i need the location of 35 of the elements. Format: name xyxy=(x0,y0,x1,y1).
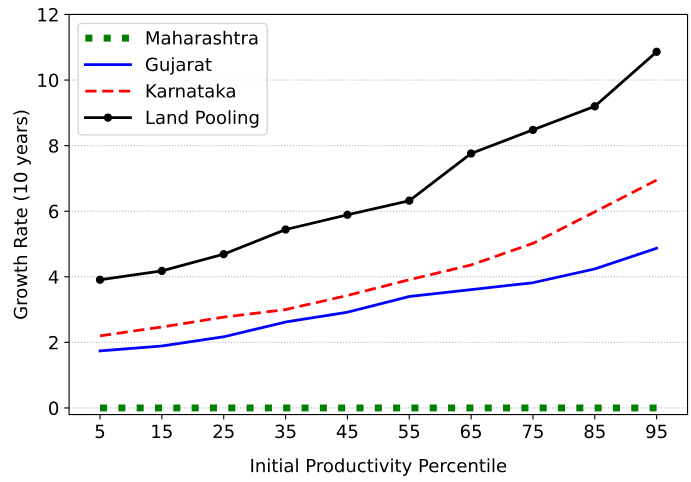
x-tick-label: 15 xyxy=(152,424,172,438)
point xyxy=(343,210,352,219)
point xyxy=(528,126,538,134)
legend-label: Karnataka xyxy=(146,84,235,98)
point xyxy=(590,102,599,110)
y-tick-label: 12 xyxy=(38,8,58,22)
y-tick-label: 2 xyxy=(49,336,58,350)
point xyxy=(652,48,661,56)
x-tick-label: 5 xyxy=(96,424,104,438)
point xyxy=(96,276,104,284)
line-series xyxy=(98,178,658,338)
y-tick-label: 6 xyxy=(49,204,58,218)
y-tick-label: 4 xyxy=(48,270,58,284)
point xyxy=(220,250,228,258)
x-tick-label: 85 xyxy=(584,424,605,438)
x-tick-label: 25 xyxy=(214,424,234,438)
y-axis-title: Growth Rate (10 years) xyxy=(13,110,31,319)
x-tick-label: 95 xyxy=(646,424,667,438)
point xyxy=(281,225,290,234)
y-tick-label: 10 xyxy=(38,74,58,88)
point xyxy=(466,149,476,158)
legend-label: Land Pooling xyxy=(146,110,258,128)
legend-label: Maharashtra xyxy=(146,30,258,45)
x-tick-label: 75 xyxy=(522,424,543,438)
point xyxy=(405,196,414,205)
x-tick-label: 65 xyxy=(460,424,481,438)
y-tick-label: 0 xyxy=(49,401,58,416)
y-tick-label: 8 xyxy=(49,139,58,153)
line-series xyxy=(98,246,658,352)
x-axis-title: Initial Productivity Percentile xyxy=(251,458,506,476)
x-tick-label: 35 xyxy=(275,424,296,438)
x-tick-label: 55 xyxy=(399,424,420,438)
legend-label: Gujarat xyxy=(146,57,212,75)
x-tick-label: 45 xyxy=(336,424,358,438)
point xyxy=(158,266,166,276)
